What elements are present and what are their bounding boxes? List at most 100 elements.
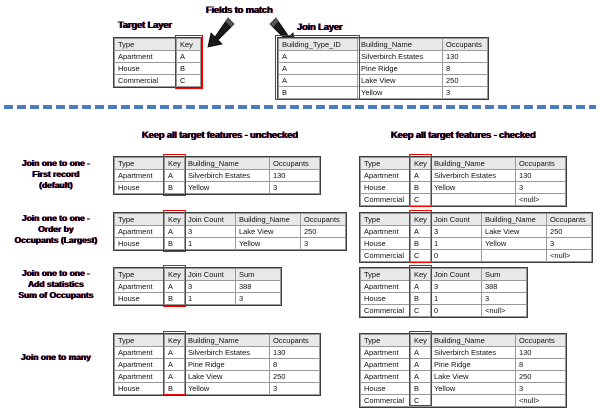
table-cell: Commercial (360, 193, 411, 206)
table-cell: Lake View (357, 74, 443, 87)
table-cell: Pine Ridge (183, 358, 270, 371)
table-cell: 1 (429, 292, 482, 305)
table-header-row: Type Key Building_Name Occupants (114, 157, 320, 170)
column-header: Building_Name (183, 157, 270, 170)
section-divider (4, 105, 596, 109)
table-cell: Apartment (114, 358, 165, 371)
column-header: Occupants (514, 334, 566, 347)
result-first-record-unchecked-wrap: Type Key Building_Name Occupants Apartment A S… (113, 154, 321, 200)
row-label-add-statistics: Join one to one - Add statistics Sum of … (2, 268, 110, 301)
table-cell: A (176, 50, 201, 63)
heading-checked: Keep all target features - checked (391, 130, 536, 141)
table-cell: Lake View (234, 225, 301, 238)
table-row: Apartment A Silverbirch Estates 130 (114, 169, 320, 182)
table-cell: 250 (299, 225, 346, 238)
table-cell: Commercial (360, 249, 411, 262)
table-cell: Yellow (480, 237, 547, 250)
table-cell: Apartment (114, 370, 165, 383)
table-cell: A (164, 169, 185, 182)
table-cell: 388 (480, 280, 527, 293)
table-cell: 3 (514, 181, 566, 194)
table-cell: A (410, 358, 431, 371)
table-cell: 3 (480, 292, 527, 305)
table-cell: Silverbirch Estates (357, 50, 443, 63)
table-cell: 130 (268, 169, 320, 182)
table-cell: 8 (514, 358, 566, 371)
column-header: Type (360, 268, 411, 281)
table-cell: Yellow (183, 181, 270, 194)
result-table-order-by-unchecked: Type Key Join Count Building_Name Occupants A… (114, 213, 346, 250)
fields-to-match-label: Fields to match (206, 5, 273, 16)
target-layer-table-wrap: Type Key Apartment A House B Commercial C (113, 35, 203, 93)
table-cell: 3 (268, 181, 320, 194)
table-cell: Yellow (429, 181, 516, 194)
table-cell: 1 (183, 237, 236, 250)
table-row: House B 1 Yellow 3 (114, 237, 346, 250)
table-cell: Apartment (360, 225, 411, 238)
table-row: Apartment A Silverbirch Estates 130 (360, 346, 566, 359)
table-cell: House (360, 292, 411, 305)
row-label-line: Add statistics (28, 279, 84, 289)
result-table-first-record-checked: Type Key Building_Name Occupants Apartment A S… (360, 157, 566, 206)
table-cell: Apartment (360, 169, 411, 182)
table-row: Apartment A Pine Ridge 8 (114, 358, 320, 371)
table-row: Apartment A Silverbirch Estates 130 (114, 346, 320, 359)
column-header: Key (410, 213, 431, 226)
table-cell: Apartment (114, 169, 165, 182)
column-header: Occupants (442, 38, 488, 51)
table-cell: 0 (429, 249, 482, 262)
row-label-line: First record (32, 169, 80, 179)
table-header-row: Type Key Join Count Sum (114, 268, 281, 281)
row-label-first-record: Join one to one - First record (default) (2, 158, 110, 191)
column-header: Type (114, 334, 165, 347)
table-cell: Apartment (114, 50, 177, 63)
table-row: Apartment A Silverbirch Estates 130 (360, 169, 566, 182)
table-header-row: Type Key (114, 38, 201, 51)
column-header: Key (176, 38, 201, 51)
result-first-record-checked-wrap: Type Key Building_Name Occupants Apartment A S… (359, 154, 567, 212)
table-cell: Apartment (360, 280, 411, 293)
column-header: Type (114, 157, 165, 170)
table-row: Apartment A Lake View 250 (360, 370, 566, 383)
table-cell: Apartment (360, 346, 411, 359)
table-cell: C (176, 74, 201, 87)
table-cell: B (410, 382, 431, 395)
table-row: A Pine Ridge 8 (278, 62, 488, 75)
table-cell: House (114, 181, 165, 194)
table-header-row: Type Key Join Count Building_Name Occupants (114, 213, 346, 226)
table-cell: Yellow (357, 86, 443, 99)
table-cell: House (114, 237, 165, 250)
table-row: Commercial C <null> (360, 193, 566, 206)
table-row: Apartment A 3 388 (114, 280, 281, 293)
column-header: Join Count (429, 213, 482, 226)
table-cell: Silverbirch Estates (183, 169, 270, 182)
result-one-to-many-unchecked-wrap: Type Key Building_Name Occupants Apartment A S… (113, 331, 321, 401)
result-add-statistics-unchecked-wrap: Type Key Join Count Sum Apartment A 3 388 House B… (113, 265, 282, 311)
table-cell: Commercial (114, 74, 177, 87)
table-cell: 3 (268, 382, 320, 395)
column-header: Building_Name (480, 213, 547, 226)
column-header: Occupants (268, 157, 320, 170)
table-cell: 8 (268, 358, 320, 371)
column-header: Key (164, 157, 185, 170)
table-row: A Silverbirch Estates 130 (278, 50, 488, 63)
table-cell: <null> (514, 193, 566, 206)
table-row: House B Yellow 3 (360, 181, 566, 194)
table-cell: Apartment (114, 225, 165, 238)
column-header: Key (410, 157, 431, 170)
result-table-order-by-checked: Type Key Join Count Building_Name Occupants A… (360, 213, 592, 262)
table-row: Commercial C 0 <null> (360, 249, 592, 262)
join-layer-table-wrap: Building_Type_ID Building_Name Occupants A S… (275, 35, 489, 105)
table-cell: 3 (514, 382, 566, 395)
row-label-order-by: Join one to one - Order by Occupants (La… (2, 213, 110, 246)
result-table-add-statistics-unchecked: Type Key Join Count Sum Apartment A 3 388 House B… (114, 268, 281, 305)
table-cell: A (278, 74, 358, 87)
table-cell: 250 (268, 370, 320, 383)
column-header: Type (360, 334, 411, 347)
column-header: Occupants (545, 213, 592, 226)
table-cell: 3 (429, 225, 482, 238)
column-header: Type (360, 157, 411, 170)
table-cell (480, 249, 547, 262)
table-row: House B 1 3 (360, 292, 527, 305)
table-cell: A (410, 169, 431, 182)
